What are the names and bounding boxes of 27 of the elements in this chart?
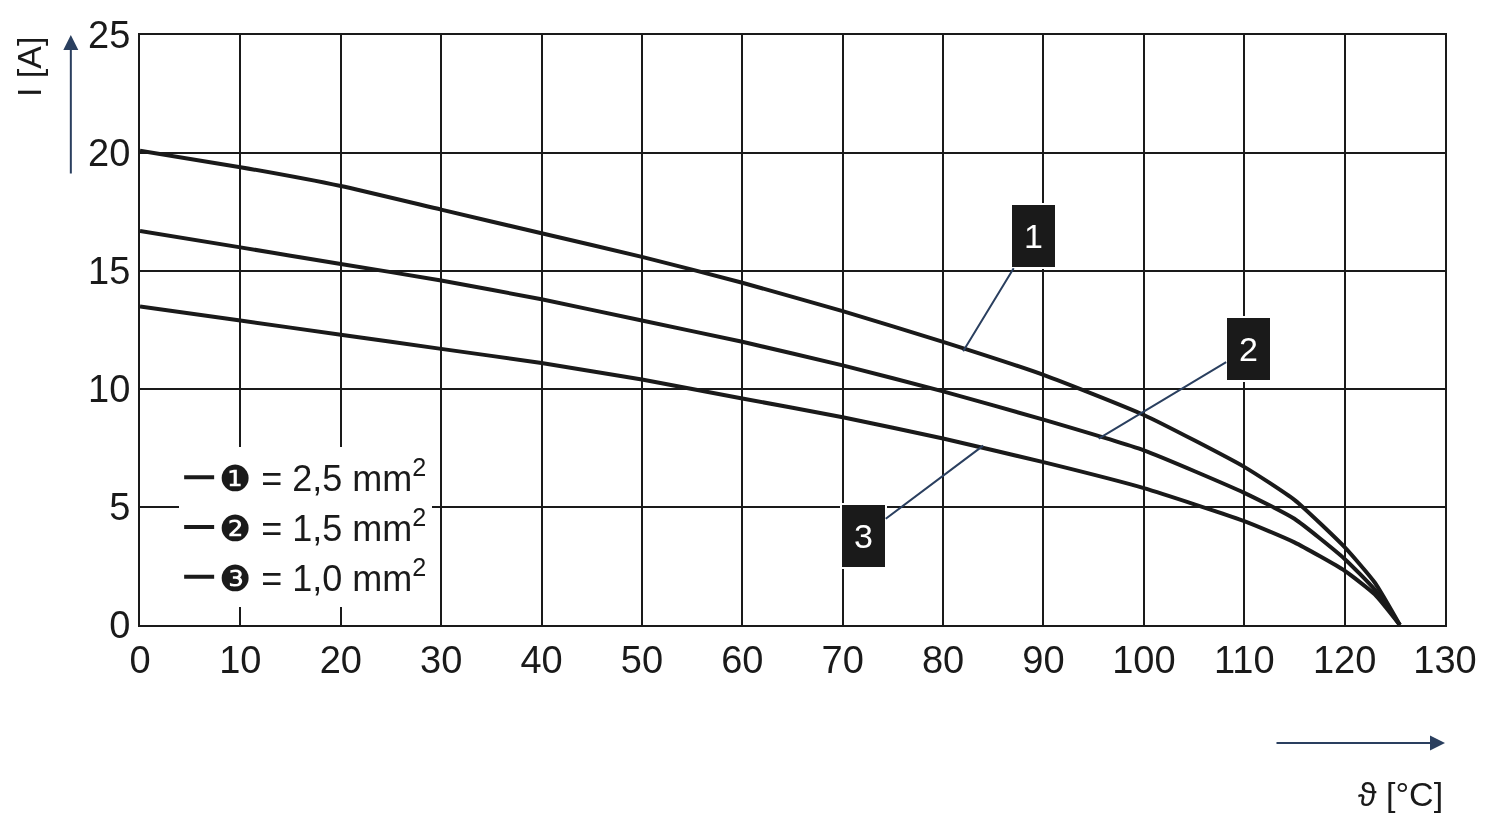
- y-tick-label: 0: [109, 604, 131, 647]
- x-tick-label: 120: [1312, 638, 1377, 681]
- legend-label: ❶ = 2,5 mm$^{2}$: [219, 453, 427, 500]
- y-tick-label: 20: [88, 132, 131, 175]
- x-tick-label: 10: [219, 638, 262, 681]
- y-axis-title: I [A]: [10, 36, 49, 98]
- x-tick-label: 40: [520, 638, 563, 681]
- x-tick-label: 50: [620, 638, 664, 681]
- legend-label: ❷ = 1,5 mm$^{2}$: [219, 502, 427, 550]
- x-tick-label: 60: [721, 638, 764, 681]
- x-tick-label: 80: [921, 638, 965, 681]
- y-tick-label: 25: [88, 14, 131, 57]
- x-axis-title: ϑ [°C]: [1358, 775, 1444, 813]
- legend-label: ❸ = 1,0 mm$^{2}$: [219, 552, 427, 599]
- annotation: 2: [1239, 330, 1258, 368]
- x-tick-label: 110: [1213, 638, 1275, 681]
- x-tick-label: 70: [821, 638, 864, 681]
- y-tick-label: 5: [109, 486, 131, 529]
- annotation: 1: [1024, 217, 1043, 255]
- x-tick-label: 90: [1022, 638, 1065, 681]
- x-tick-label: 20: [319, 638, 362, 681]
- y-tick-label: 10: [88, 368, 131, 411]
- annotation: 3: [854, 517, 873, 555]
- x-tick-label: 100: [1112, 638, 1176, 681]
- x-tick-label: 130: [1413, 638, 1477, 681]
- x-tick-label: 30: [420, 638, 463, 681]
- y-tick-label: 15: [88, 250, 131, 293]
